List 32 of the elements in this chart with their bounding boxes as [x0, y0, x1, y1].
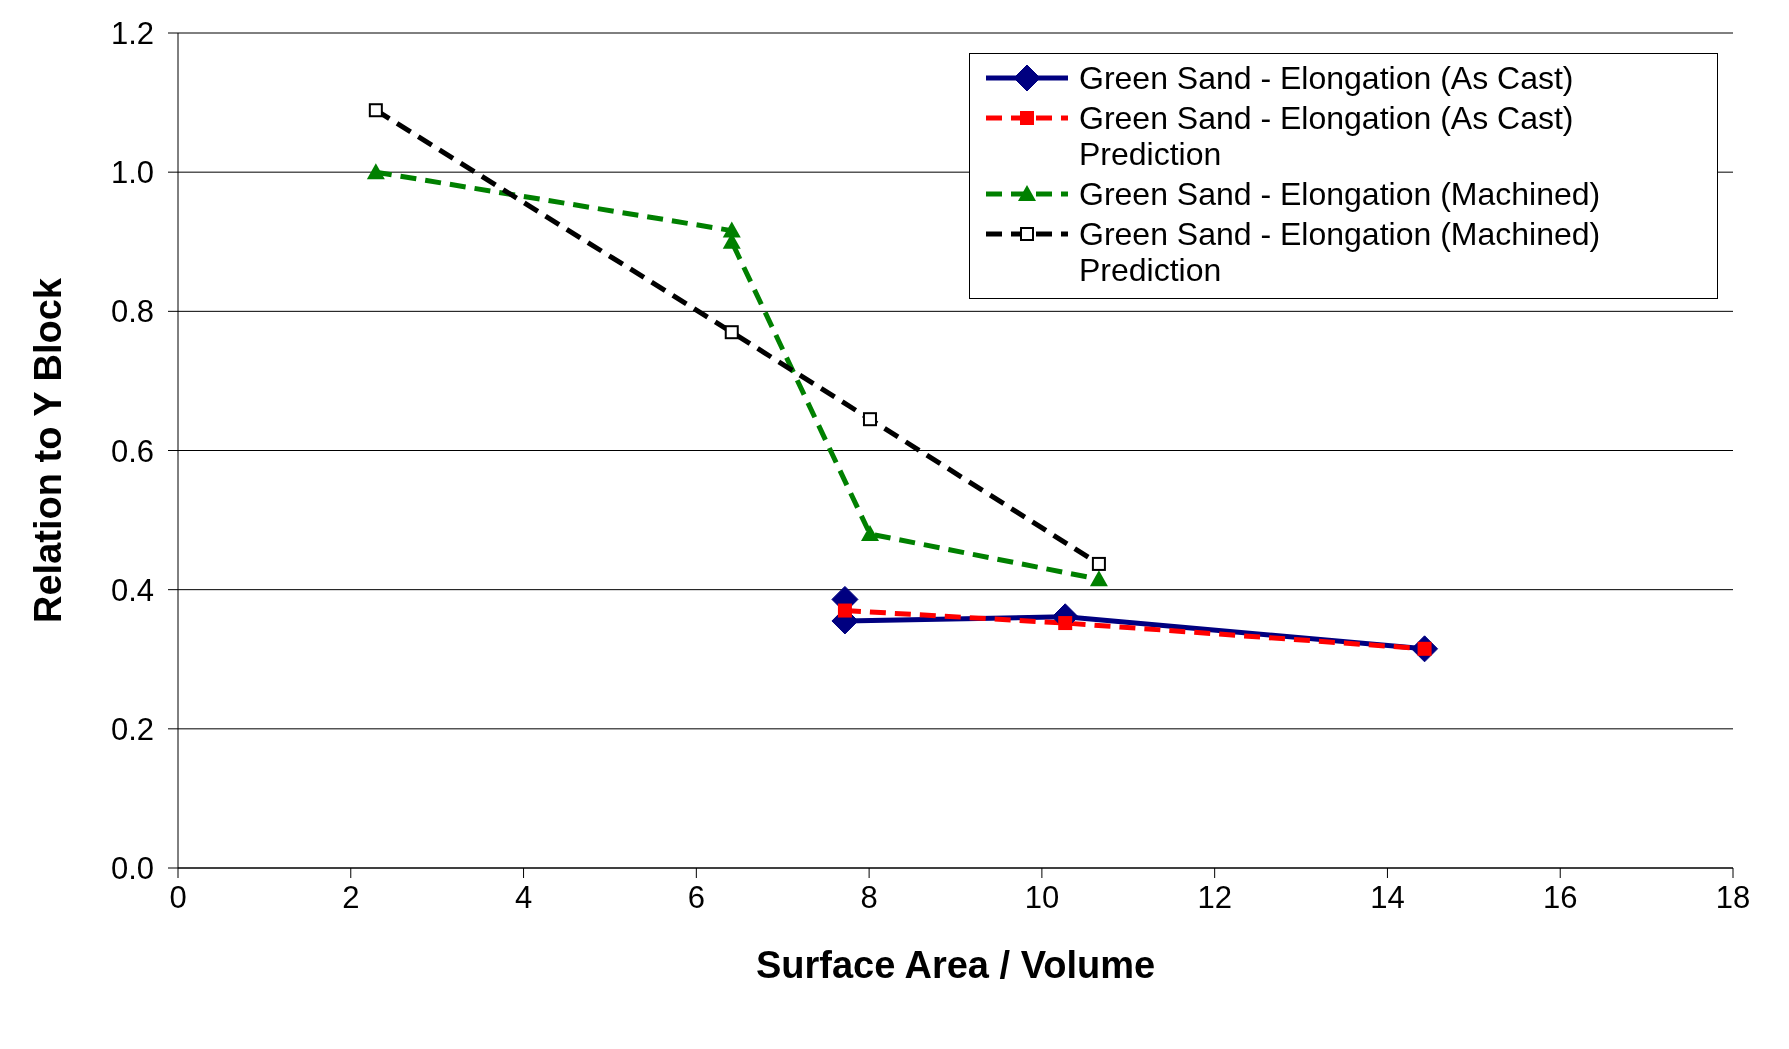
- x-tick-label: 0: [169, 880, 187, 916]
- y-axis-title: Relation to Y Block: [27, 277, 70, 623]
- point: [1089, 570, 1108, 587]
- legend-label: Green Sand - Elongation (Machined): [1079, 176, 1601, 212]
- y-tick-label: 0.2: [110, 711, 154, 747]
- point: [724, 325, 739, 340]
- y-tick-label: 1.0: [110, 155, 154, 191]
- y-tick-label: 1.2: [110, 16, 154, 52]
- y-tick-label: 0.0: [110, 851, 154, 887]
- y-tick-label: 0.6: [110, 433, 154, 469]
- x-tick-label: 14: [1370, 880, 1405, 916]
- y-tick-label: 0.4: [110, 572, 154, 608]
- legend-label: Green Sand - Elongation (Machined) Prediction: [1079, 216, 1602, 288]
- legend-label: Green Sand - Elongation (As Cast) Prediction: [1079, 100, 1575, 172]
- x-tick-label: 4: [514, 880, 533, 916]
- x-tick-label: 10: [1024, 880, 1060, 916]
- point: [860, 525, 879, 541]
- point: [862, 412, 877, 427]
- x-axis-title: Surface Area / Volume: [755, 944, 1156, 986]
- x-tick-label: 6: [687, 880, 705, 916]
- legend-label: Green Sand - Elongation (As Cast): [1079, 60, 1574, 96]
- x-tick-label: 18: [1715, 880, 1751, 916]
- x-tick-label: 12: [1197, 880, 1232, 916]
- point: [368, 103, 383, 118]
- x-tick-label: 8: [860, 880, 878, 916]
- y-tick-label: 0.8: [110, 294, 154, 330]
- point: [1091, 556, 1106, 571]
- point: [1058, 616, 1073, 631]
- point: [837, 603, 852, 618]
- x-tick-label: 16: [1542, 880, 1578, 916]
- point: [366, 163, 385, 180]
- x-tick-label: 2: [342, 880, 360, 916]
